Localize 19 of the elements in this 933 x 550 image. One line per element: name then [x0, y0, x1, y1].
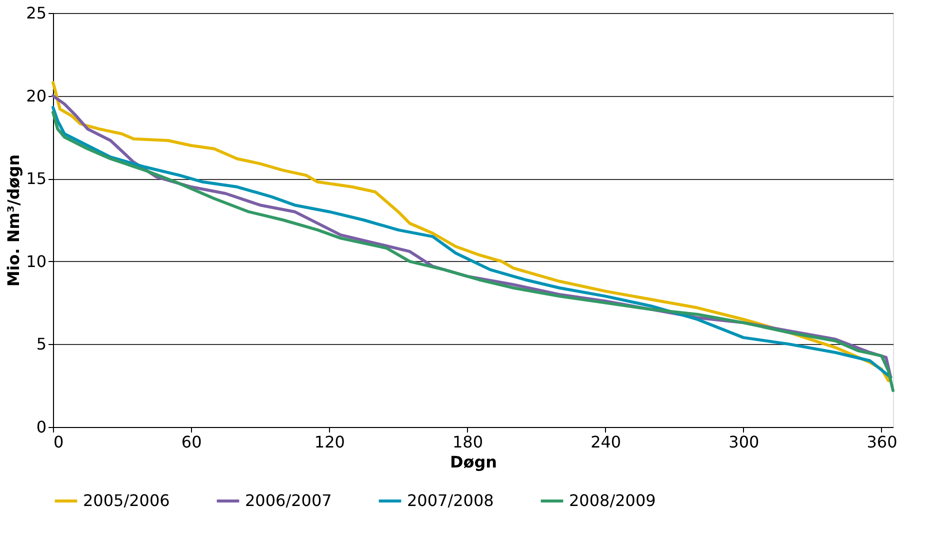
y-axis-title: Mio. Nm³/døgn	[4, 154, 24, 287]
x-tick-label: 0	[54, 432, 64, 452]
y-tick-label: 0	[36, 418, 46, 436]
x-tick-label: 120	[314, 432, 345, 452]
y-tick-label: 15	[26, 169, 46, 188]
x-tick-label: 60	[181, 432, 202, 452]
legend-label: 2005/2006	[83, 491, 170, 510]
legend-label: 2007/2008	[407, 491, 494, 510]
legend-label: 2006/2007	[245, 491, 332, 510]
y-tick-label: 10	[26, 252, 46, 271]
y-tick-label: 5	[36, 334, 46, 354]
x-tick-label: 240	[590, 432, 622, 452]
y-tick-label: 20	[26, 86, 46, 106]
legend-label: 2008/2009	[569, 491, 656, 510]
x-tick-label: 180	[452, 432, 484, 452]
y-tick-label: 25	[26, 4, 46, 22]
x-tick-label: 300	[728, 432, 760, 452]
x-axis-title: Døgn	[450, 452, 498, 472]
x-tick-label: 360	[866, 432, 898, 452]
